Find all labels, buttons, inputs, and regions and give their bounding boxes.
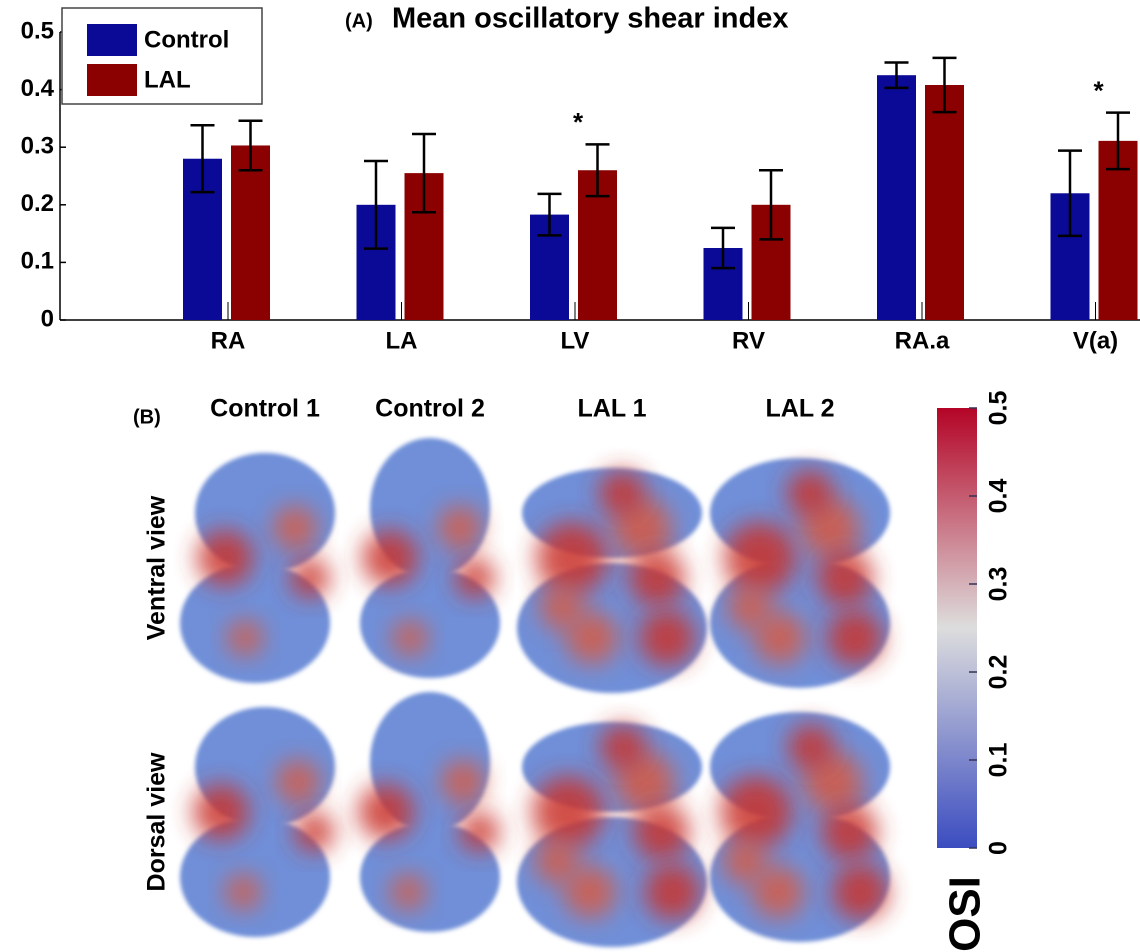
colorbar-tick-label: 0.3: [985, 567, 1013, 602]
heart-hotspot: [295, 812, 335, 852]
heart-hotspot: [788, 724, 834, 770]
panel-label: (B): [133, 406, 161, 428]
heart-hotspot: [273, 506, 317, 550]
y-tick-label: 0.1: [21, 248, 54, 275]
x-tick-label: LA: [386, 327, 418, 354]
row-label: Dorsal view: [143, 752, 171, 892]
legend-label: Control: [144, 26, 229, 53]
heart-hotspot: [629, 550, 685, 606]
heart-hotspot: [532, 776, 604, 848]
colorbar-tick-label: 0.2: [985, 655, 1013, 690]
colorbar-tick-label: 0.1: [985, 743, 1013, 778]
heart-hotspot: [822, 804, 878, 860]
x-tick-label: RA: [211, 327, 246, 354]
x-tick-label: LV: [561, 327, 590, 354]
heart-hotspot: [639, 610, 695, 666]
heart-hotspot: [441, 760, 485, 804]
heart-model: [180, 707, 335, 937]
colorbar-label: OSI: [941, 876, 990, 952]
heart-hotspot: [193, 784, 249, 840]
heart-hotspot: [645, 864, 701, 920]
heart-hotspot: [827, 610, 883, 666]
y-tick-label: 0: [41, 305, 54, 332]
significance-marker: *: [1093, 76, 1104, 106]
column-label: Control 2: [375, 395, 485, 423]
y-tick-label: 0.4: [21, 75, 55, 102]
heart-model: [710, 712, 890, 942]
heart-hotspot: [600, 724, 646, 770]
heart-hotspot: [390, 874, 426, 910]
legend-swatch: [87, 24, 137, 56]
heart-model: [517, 722, 707, 947]
heart-model: [517, 468, 707, 693]
heart-hotspot: [225, 874, 261, 910]
heart-hotspot: [540, 586, 584, 630]
heart-hotspot: [728, 586, 772, 630]
heart-hotspot: [460, 812, 500, 852]
column-label: LAL 1: [578, 395, 647, 423]
heart-hotspot: [392, 620, 428, 656]
heart-hotspot: [536, 522, 608, 594]
heart-hotspot: [358, 784, 414, 840]
heart-hotspot: [599, 470, 645, 516]
heart-hotspot: [362, 530, 418, 586]
x-tick-label: RV: [732, 327, 765, 354]
heart-hotspot: [455, 558, 495, 598]
column-label: LAL 2: [766, 395, 835, 423]
heart-hotspot: [787, 470, 833, 516]
heart-hotspot: [724, 522, 796, 594]
heart-model: [360, 438, 500, 678]
colorbar: [937, 408, 977, 848]
chart-title: Mean oscillatory shear index: [392, 3, 788, 35]
legend-label: LAL: [144, 66, 191, 93]
row-label: Ventral view: [143, 495, 171, 640]
heart-hotspot: [720, 776, 792, 848]
y-tick-label: 0.3: [21, 133, 54, 160]
x-tick-label: RA.a: [895, 327, 950, 354]
heart-model: [180, 453, 335, 683]
x-tick-label: V(a): [1073, 327, 1118, 354]
heart-hotspot: [535, 840, 579, 884]
bar: [231, 145, 270, 320]
legend-swatch: [87, 64, 137, 96]
y-tick-label: 0.2: [21, 190, 54, 217]
heart-hotspot: [817, 550, 873, 606]
heart-hotspot: [634, 804, 690, 860]
bar: [877, 75, 916, 320]
heart-hotspot: [723, 840, 767, 884]
figure: 0 0.1 0.2 0.3 0.4 0.5 (A) Mean oscillatory shea…: [0, 0, 1140, 952]
heart-hotspot: [438, 506, 482, 550]
colorbar-tick-label: 0.5: [985, 391, 1013, 426]
significance-marker: *: [573, 107, 584, 137]
panel-label: (A): [345, 10, 373, 32]
heart-hotspot: [197, 530, 253, 586]
heart-hotspot: [833, 864, 889, 920]
heart-model: [710, 458, 890, 688]
heart-hotspot: [276, 760, 320, 804]
y-tick-label: 0.5: [21, 17, 54, 44]
bar: [925, 85, 964, 320]
heart-hotspot: [290, 558, 330, 598]
column-label: Control 1: [210, 395, 320, 423]
colorbar-tick-label: 0: [985, 841, 1013, 855]
heart-model: [358, 692, 500, 932]
colorbar-tick-label: 0.4: [985, 479, 1013, 514]
heart-hotspot: [227, 620, 263, 656]
